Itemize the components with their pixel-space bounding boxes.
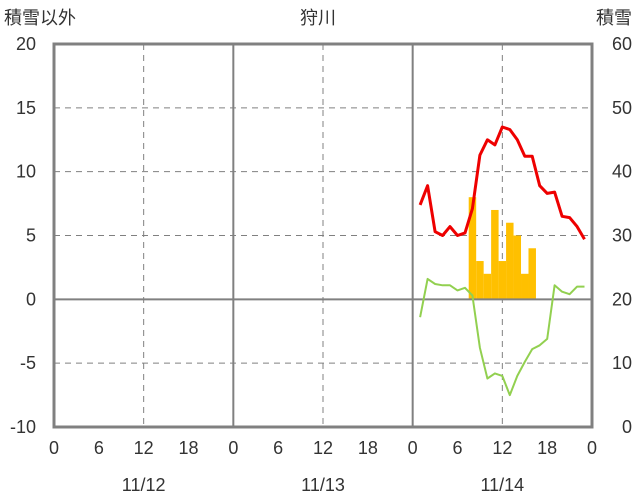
bar	[528, 248, 536, 300]
left-tick-label: 10	[16, 162, 36, 182]
bar-series	[468, 197, 536, 300]
x-tick-label: 0	[408, 438, 418, 458]
x-tick-label: 12	[134, 438, 154, 458]
x-tick-label: 12	[313, 438, 333, 458]
x-tick-label: 0	[587, 438, 597, 458]
left-tick-label: -10	[10, 417, 36, 437]
x-tick-label: 18	[358, 438, 378, 458]
x-tick-label: 6	[273, 438, 283, 458]
x-tick-label: 18	[178, 438, 198, 458]
left-tick-label: 5	[26, 226, 36, 246]
bar	[498, 261, 507, 300]
left-tick-label: -5	[20, 353, 36, 373]
left-tick-label: 0	[26, 289, 36, 309]
x-tick-labels: 0 6 12 18 0 6 12 18 0 6 12 18 0	[49, 438, 597, 458]
left-tick-label: 15	[16, 98, 36, 118]
x-tick-label: 18	[537, 438, 557, 458]
right-tick-label: 50	[612, 98, 632, 118]
date-label: 11/13	[301, 475, 345, 495]
right-tick-label: 0	[622, 417, 632, 437]
left-axis-label: 積雪以外	[4, 8, 76, 28]
bar	[521, 273, 529, 300]
bar	[476, 261, 484, 300]
left-tick-label: 20	[16, 34, 36, 54]
right-tick-label: 60	[612, 34, 632, 54]
left-tick-labels: 20 15 10 5 0 -5 -10	[10, 34, 36, 437]
right-tick-label: 20	[612, 289, 632, 309]
bar	[491, 209, 499, 300]
right-tick-label: 10	[612, 353, 632, 373]
green-line-series	[419, 277, 585, 397]
plot-frame	[52, 42, 594, 429]
red-line-series	[418, 125, 586, 241]
right-tick-label: 40	[612, 162, 632, 182]
bar	[468, 197, 477, 300]
bar	[506, 222, 514, 300]
x-tick-label: 6	[452, 438, 462, 458]
date-labels: 11/12 11/13 11/14	[122, 475, 524, 495]
frame-border	[52, 42, 594, 429]
x-tick-label: 6	[94, 438, 104, 458]
bar	[483, 273, 492, 300]
right-tick-label: 30	[612, 226, 632, 246]
x-tick-label: 0	[228, 438, 238, 458]
grid-lines	[54, 44, 592, 427]
right-tick-labels: 60 50 40 30 20 10 0	[612, 34, 632, 437]
x-tick-label: 12	[492, 438, 512, 458]
x-tick-label: 0	[49, 438, 59, 458]
bar	[513, 235, 522, 300]
date-label: 11/12	[122, 475, 166, 495]
right-axis-label: 積雪	[596, 8, 632, 28]
date-label: 11/14	[480, 475, 524, 495]
chart-title: 狩川	[300, 8, 336, 28]
